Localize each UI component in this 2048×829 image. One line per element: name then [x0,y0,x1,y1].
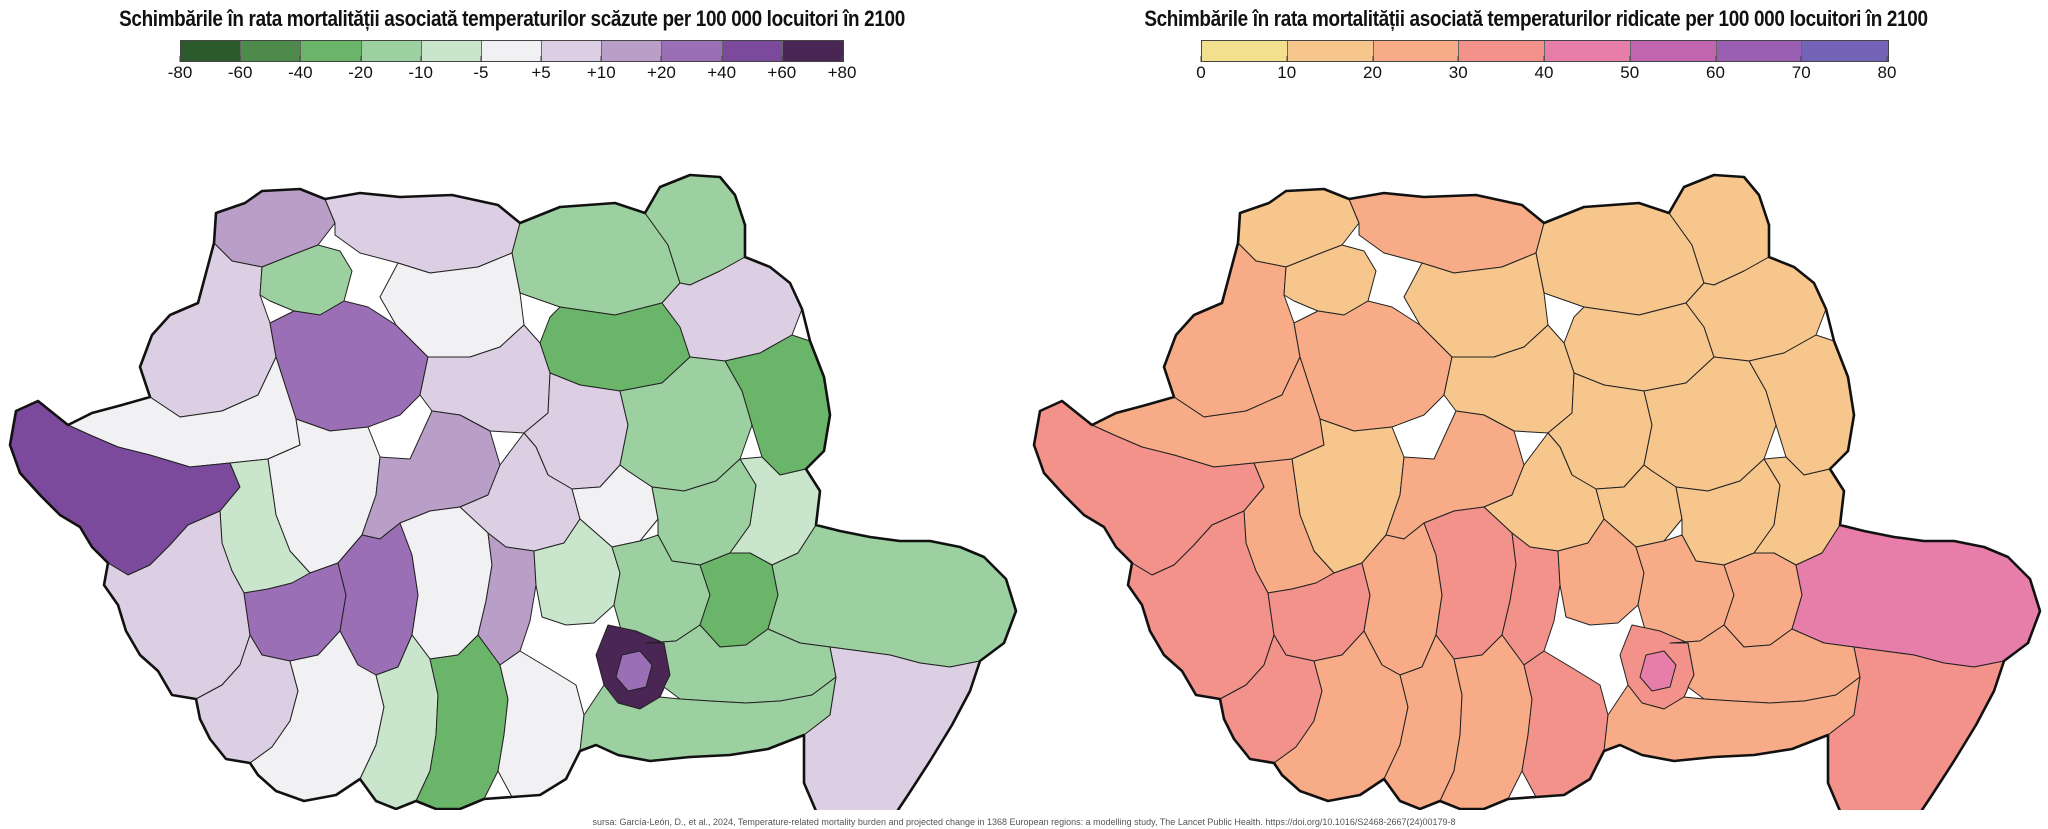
map-panel-high-temp: Schimbările în rata mortalității asociat… [1024,0,2048,829]
legend-swatch-4 [361,41,422,61]
legend-swatch-11 [782,41,843,61]
legend-tick-mark [1715,56,1716,62]
legend-high-temp [1201,40,1889,62]
legend-tick-label: 10 [1277,63,1297,82]
legend-ticks-high-temp: 0 10 20 30 40 50 60 70 80 [1196,56,1896,84]
legend-tick-mark [721,56,723,62]
country-border [1032,173,2042,829]
romania-counties-map [1032,173,2042,829]
legend-tick-mark [1886,56,1888,62]
legend-swatch-4 [1459,41,1545,61]
legend-tick-label: -10 [408,63,434,82]
legend-tick-mark [1286,56,1288,62]
legend-swatch-3 [301,41,362,61]
county-iasi [1685,256,1827,362]
county-bucuresti [615,650,653,692]
legend-tick-label: 30 [1448,63,1468,82]
legend-tick-mark [1457,56,1459,62]
map-title-low-temp: Schimbările în rata mortalității asociat… [119,6,905,31]
legend-swatch-9 [662,41,723,61]
legend-tick-mark [1800,56,1802,62]
legend-tick-label: +40 [707,63,737,82]
legend-tick-label: -20 [348,63,373,82]
legend-tick-label: -60 [227,63,253,82]
legend-ticks-low-temp: -80 -60 -40 -20 -10 -5 +5 +10 +20 +40 +60 +80 [168,56,856,84]
legend-swatch-2 [241,41,302,61]
legend-tick-mark [299,56,301,62]
source-citation: sursa: García-León, D., et al., 2024, Te… [592,817,1456,827]
legend-swatch-1 [181,41,242,61]
legend-swatch-6 [481,41,543,61]
legend-swatch-7 [1716,41,1803,61]
legend-tick-label: -80 [167,63,193,82]
legend-tick-mark [420,56,422,62]
legend-tick-mark [360,56,362,62]
county-iasi [661,256,803,362]
legend-swatch-5 [421,41,482,61]
legend-tick-mark [540,56,542,62]
legend-tick-label: 40 [1534,63,1554,82]
county-giurgiu [1521,650,1609,798]
legend-tick-label: +60 [767,63,797,82]
legend-tick-mark [1543,56,1545,62]
legend-tick-label: 70 [1791,63,1811,82]
legend-swatch-8 [602,41,663,61]
legend-tick-label: -40 [288,63,313,82]
county-maramures [1348,192,1545,274]
legend-swatch-3 [1373,41,1460,61]
legend-tick-label: +20 [647,63,676,82]
map-title-high-temp: Schimbările în rata mortalității asociat… [1144,6,1928,31]
legend-swatch-10 [722,41,783,61]
legend-swatch-5 [1545,41,1631,61]
legend-tick-label: 0 [1196,63,1206,82]
county-giurgiu [497,650,585,798]
legend-swatch-7 [542,41,603,61]
county-maramures [324,192,521,274]
legend-tick-label: 60 [1706,63,1725,82]
legend-tick-mark [660,56,662,62]
choropleth-map-high-temp [1024,95,2048,829]
legend-tick-label: 20 [1363,63,1382,82]
legend-tick-mark [480,56,482,62]
legend-tick-mark [600,56,602,62]
legend-tick-mark [239,56,241,62]
legend-tick-label: +10 [586,63,616,82]
legend-tick-mark [1200,56,1202,62]
legend-tick-mark [841,56,843,62]
legend-swatch-6 [1630,41,1717,61]
legend-tick-mark [1372,56,1373,62]
romania-counties-map [8,173,1018,829]
legend-swatch-1 [1202,41,1288,61]
legend-tick-mark [1629,56,1631,62]
choropleth-map-low-temp [0,95,1024,829]
legend-tick-label: +80 [827,63,857,82]
legend-tick-label: +5 [531,63,551,82]
legend-tick-label: 50 [1620,63,1640,82]
legend-tick-label: -5 [473,63,489,82]
county-bucuresti [1639,650,1677,692]
legend-tick-label: 80 [1877,63,1897,82]
map-panel-low-temp: Schimbările în rata mortalității asociat… [0,0,1024,829]
country-border [8,173,1018,829]
legend-tick-mark [781,56,783,62]
legend-low-temp [180,40,844,62]
legend-swatch-2 [1287,41,1374,61]
legend-tick-mark [179,56,181,62]
legend-swatch-8 [1802,41,1888,61]
